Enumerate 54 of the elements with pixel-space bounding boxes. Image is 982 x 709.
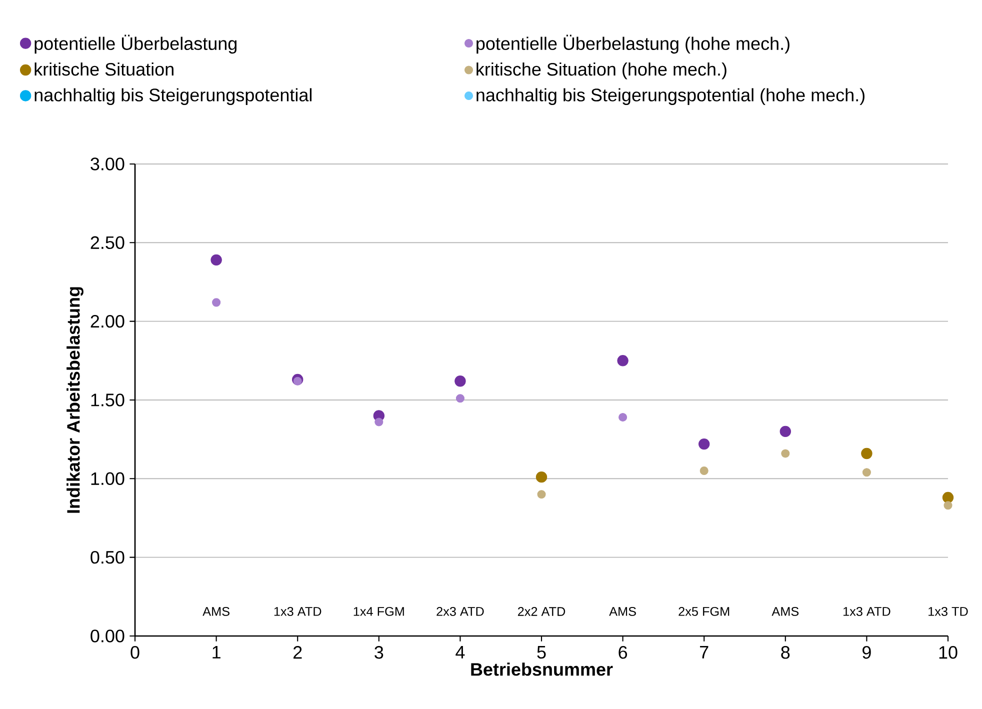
- point: [862, 468, 871, 477]
- x-tick-label: 3: [374, 646, 384, 659]
- point: [454, 376, 466, 387]
- x-tick-label: 7: [700, 646, 708, 658]
- y-tick-label: 2.50: [90, 236, 124, 250]
- point: [537, 490, 546, 499]
- y-tick-label: 0.00: [90, 630, 124, 642]
- point: [781, 449, 790, 458]
- x-tick-label: 10: [939, 646, 958, 659]
- point: [780, 426, 792, 438]
- point: [210, 254, 222, 266]
- y-tick-label: 2.00: [90, 314, 124, 328]
- x-tick-label: 2: [294, 646, 302, 659]
- point: [698, 438, 710, 450]
- point: [374, 418, 384, 426]
- x-tick-label: 0: [130, 646, 140, 659]
- x-tick-label: 4: [456, 646, 465, 658]
- annotation: 1x4 FGM: [354, 606, 404, 616]
- annotation: AMS: [202, 606, 230, 616]
- x-tick-label: 6: [618, 646, 628, 659]
- y-tick-label: 1.00: [91, 472, 124, 486]
- annotation: 2x2 ATD: [518, 607, 566, 616]
- point: [212, 298, 221, 307]
- legend-label: potentielle Überbelastung: [34, 34, 236, 54]
- annotation: 1x3 ATD: [843, 606, 890, 616]
- annotation: 1x3 TD: [928, 606, 968, 616]
- y-axis-title: Indikator Arbeitsbelastung: [66, 287, 84, 513]
- x-tick-label: 1: [212, 646, 220, 658]
- annotation: AMS: [772, 606, 799, 616]
- x-tick-label: 9: [862, 646, 871, 659]
- legend-label: potentielle Überbelastung (hohe mech.): [476, 34, 790, 54]
- point: [942, 492, 954, 504]
- annotation: 2x3 ATD: [436, 606, 484, 616]
- point: [700, 466, 708, 476]
- point: [456, 394, 464, 403]
- x-tick-label: 8: [781, 646, 790, 659]
- x-axis-title: Betriebsnummer: [471, 662, 613, 676]
- point: [617, 355, 628, 366]
- y-tick-label: 0.50: [90, 550, 124, 564]
- legend-label: kritische Situation: [34, 62, 174, 76]
- point: [536, 471, 548, 483]
- point: [944, 501, 952, 510]
- y-tick-label: 3.00: [90, 158, 124, 170]
- legend-label: nachhaltig bis Steigerungspotential: [34, 88, 312, 105]
- point: [861, 448, 872, 460]
- x-tick-label: 5: [537, 646, 546, 659]
- annotation: AMS: [609, 606, 636, 616]
- point: [618, 413, 628, 422]
- y-tick-label: 1.50: [91, 394, 124, 406]
- annotation: 2x5 FGM: [678, 606, 730, 616]
- legend-label: kritische Situation (hohe mech.): [476, 62, 726, 80]
- annotation: 1x3 ATD: [274, 606, 322, 616]
- point: [293, 376, 302, 386]
- legend-label: nachhaltig bis Steigerungspotential (hohe mech.): [476, 88, 864, 105]
